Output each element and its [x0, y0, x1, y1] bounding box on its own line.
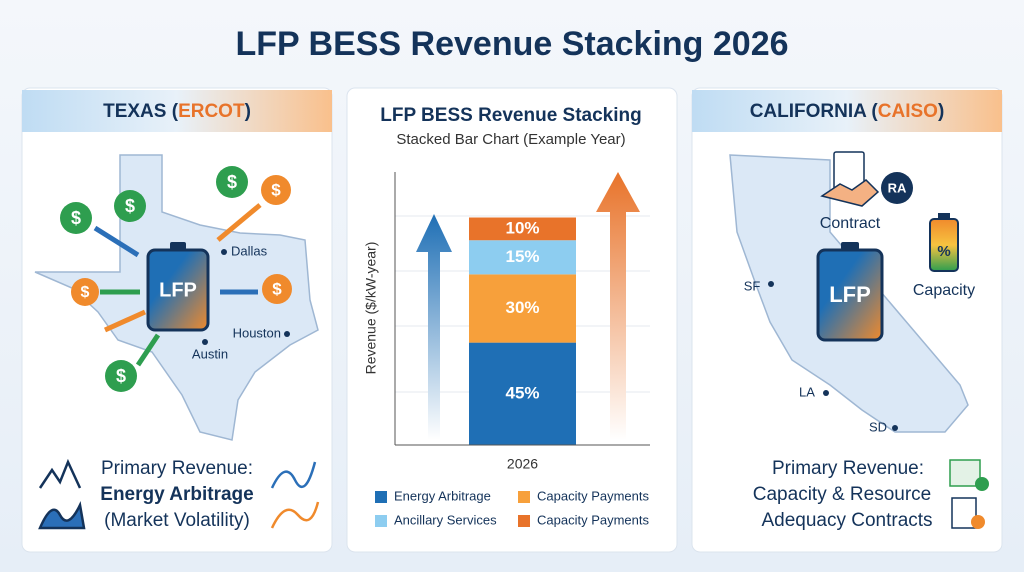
- icon: [975, 477, 989, 491]
- contract-icon: [820, 151, 880, 207]
- city-dot: [221, 249, 227, 255]
- value-label: 30%: [505, 298, 539, 317]
- legend-label: Energy Arbitrage: [394, 488, 491, 503]
- legend-label: Capacity Payments: [537, 512, 649, 527]
- battery-label: LFP: [159, 279, 197, 301]
- battery-label: LFP: [829, 282, 871, 307]
- city-label: SF: [744, 278, 761, 293]
- x-tick-label: 2026: [507, 456, 538, 472]
- value-label: 45%: [505, 383, 539, 402]
- ra-label: RA: [888, 180, 907, 195]
- california-heading: CALIFORNIA (CAISO): [750, 101, 945, 122]
- battery-cap: [170, 242, 186, 250]
- dollar-coin: [71, 278, 99, 306]
- dollar-coin: [114, 190, 146, 222]
- battery-icon: [816, 248, 884, 342]
- volatility-icons: [38, 458, 320, 530]
- capacity-battery: [929, 218, 959, 272]
- y-axis-label: Revenue ($/kW-year): [363, 242, 379, 375]
- bar-segment: [469, 217, 576, 241]
- city-label: Houston: [233, 325, 281, 340]
- growth-arrow: [416, 214, 452, 440]
- growth-arrow: [596, 172, 640, 440]
- legend-swatch: [375, 491, 387, 503]
- city-dot: [892, 425, 898, 431]
- legend-label: Capacity Payments: [537, 488, 649, 503]
- value-label: 15%: [505, 247, 539, 266]
- city-dot: [823, 390, 829, 396]
- legend-swatch: [518, 515, 530, 527]
- chart-subtitle: Stacked Bar Chart (Example Year): [396, 131, 625, 148]
- value-label: 10%: [505, 218, 539, 237]
- dollar-sign: $: [227, 172, 237, 192]
- dollar-sign: $: [81, 284, 90, 301]
- heading-text: ): [245, 101, 251, 122]
- bar-segment: [469, 274, 576, 343]
- handshake: [820, 179, 880, 207]
- revenue-label: Primary Revenue:: [101, 458, 253, 479]
- heading-text: TEXAS (: [103, 101, 179, 122]
- chart-title: LFP BESS Revenue Stacking: [380, 105, 642, 126]
- california-header: [692, 90, 1002, 132]
- dollar-sign: $: [116, 366, 126, 386]
- bar-segment: [469, 342, 576, 445]
- heading-region: CAISO: [878, 101, 938, 122]
- arrow: [93, 225, 140, 258]
- arrow: [135, 333, 161, 367]
- dollar-sign: $: [125, 196, 135, 216]
- capacity-label: Capacity: [913, 282, 975, 299]
- revenue-line: Capacity & Resource: [753, 484, 931, 505]
- bar-segment: [469, 240, 576, 275]
- city-label: SD: [869, 419, 887, 434]
- revenue-label: Primary Revenue:: [772, 458, 924, 479]
- percent-label: %: [937, 243, 950, 260]
- dollar-coin: [60, 202, 92, 234]
- icon: [971, 515, 985, 529]
- legend-swatch: [375, 515, 387, 527]
- chart-layer: 45% 30% 15% 10% 2026 Energy Arbitrage Capacity…: [375, 217, 649, 527]
- city-label: Austin: [192, 346, 228, 361]
- legend-label: Ancillary Services: [394, 512, 497, 527]
- city-dot: [284, 331, 290, 337]
- dollar-coin: [261, 175, 291, 205]
- legend-swatch: [518, 491, 530, 503]
- contract-doc-icons: [949, 459, 989, 529]
- revenue-line: Adequacy Contracts: [761, 510, 932, 531]
- arrow: [216, 203, 262, 242]
- texas-header: [22, 90, 332, 132]
- battery-icon: [146, 248, 210, 332]
- dollar-sign: $: [272, 279, 282, 298]
- city-label: LA: [799, 384, 815, 399]
- dollar-sign: $: [71, 208, 81, 228]
- city-dot: [202, 339, 208, 345]
- dollar-coin: [262, 274, 292, 304]
- city-label: Dallas: [231, 243, 268, 258]
- heading-text: ): [938, 101, 944, 122]
- contract-label: Contract: [820, 215, 881, 232]
- battery-cap: [938, 213, 950, 219]
- heading-region: ERCOT: [178, 101, 245, 122]
- icon: [949, 459, 981, 487]
- revenue-focus: Energy Arbitrage: [100, 484, 253, 505]
- icon: [38, 458, 82, 489]
- icon: [270, 501, 320, 529]
- ra-badge: [881, 172, 913, 204]
- heading-text: CALIFORNIA (: [750, 101, 879, 122]
- arrow: [103, 309, 147, 333]
- texas-heading: TEXAS (ERCOT): [103, 101, 251, 122]
- dollar-coin: [216, 166, 248, 198]
- dollar-icons: $ $ $ $ $ $ $: [60, 166, 292, 392]
- page-title: LFP BESS Revenue Stacking 2026: [235, 25, 788, 63]
- icon: [270, 461, 317, 489]
- flow-arrows: [93, 203, 262, 367]
- dollar-coin: [105, 360, 137, 392]
- dollar-sign: $: [271, 180, 281, 199]
- battery-cap: [841, 242, 859, 250]
- icon: [38, 500, 86, 530]
- city-dot: [768, 281, 774, 287]
- revenue-note: (Market Volatility): [104, 510, 250, 531]
